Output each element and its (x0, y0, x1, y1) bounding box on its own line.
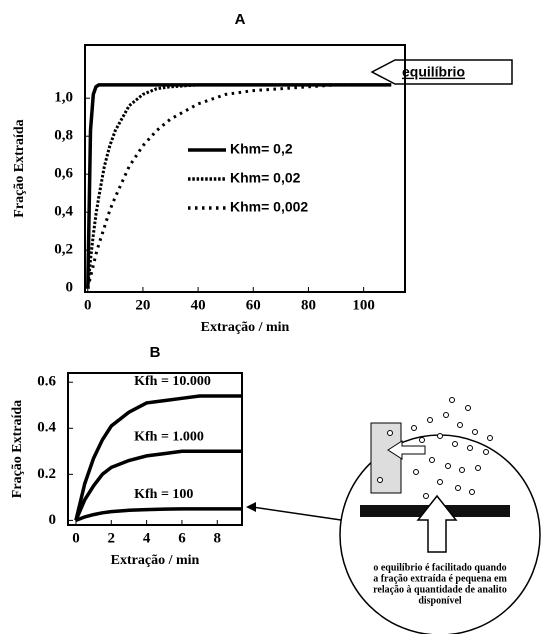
curve-label: Kfh = 10.000 (134, 374, 211, 389)
x-tick-label: 0 (72, 530, 80, 546)
y-tick-label: 0.2 (37, 466, 56, 482)
curve-label: Kfh = 1.000 (134, 430, 204, 445)
x-tick-label: 100 (352, 297, 375, 313)
y-tick-label: 0.6 (37, 374, 56, 390)
series-line (86, 83, 392, 289)
series-line (74, 449, 242, 522)
x-tick-label: 80 (301, 297, 316, 313)
y-tick-label: 0 (49, 512, 57, 528)
curve-label: Kfh = 100 (134, 487, 193, 502)
caption-line: relação à quantidade de analito (373, 584, 507, 595)
y-tick-label: 1,0 (54, 90, 73, 106)
y-tick-label: 0.4 (37, 420, 56, 436)
x-tick-label: 8 (214, 530, 222, 546)
y-tick-label: 0 (66, 280, 74, 296)
y-tick-label: 0,8 (54, 128, 73, 144)
chart-title: B (150, 344, 161, 361)
caption-line: a fração extraída é pequena em (373, 573, 507, 584)
x-tick-label: 6 (178, 530, 186, 546)
left-arrow (387, 440, 426, 460)
y-axis-label: Fração Extraída (10, 400, 25, 498)
x-tick-label: 0 (84, 297, 92, 313)
legend-label: Khm= 0,2 (230, 141, 293, 157)
x-tick-label: 20 (135, 297, 150, 313)
up-arrow (416, 494, 458, 553)
y-axis-label: Fração Extraída (12, 119, 27, 217)
caption-line: disponível (418, 595, 462, 606)
y-tick-label: 0,2 (54, 242, 73, 258)
chart-title: A (235, 11, 246, 28)
legend-label: Khm= 0,02 (230, 170, 301, 186)
x-axis-label: Extração / min (201, 320, 290, 335)
y-tick-label: 0,4 (54, 204, 73, 220)
fiber (370, 422, 402, 494)
legend-label: Khm= 0,002 (230, 199, 308, 215)
equilibrium-arrow (370, 59, 513, 85)
series-line (86, 83, 392, 289)
x-axis-label: Extração / min (111, 553, 200, 568)
caption-line: o equilíbrio é facilitado quando (373, 562, 506, 573)
series-line (75, 507, 242, 523)
plot-frame (84, 44, 406, 293)
annotation: equilíbrio (402, 64, 465, 80)
pointer-head (246, 502, 256, 512)
plot-frame (67, 372, 243, 526)
series-line (74, 394, 242, 521)
series-line (86, 83, 392, 289)
x-tick-label: 2 (108, 530, 116, 546)
analyte-dots (377, 397, 493, 499)
x-tick-label: 60 (246, 297, 261, 313)
x-tick-label: 40 (191, 297, 206, 313)
y-tick-label: 0,6 (54, 166, 73, 182)
pointer-line (251, 506, 342, 521)
x-tick-label: 4 (143, 530, 151, 546)
